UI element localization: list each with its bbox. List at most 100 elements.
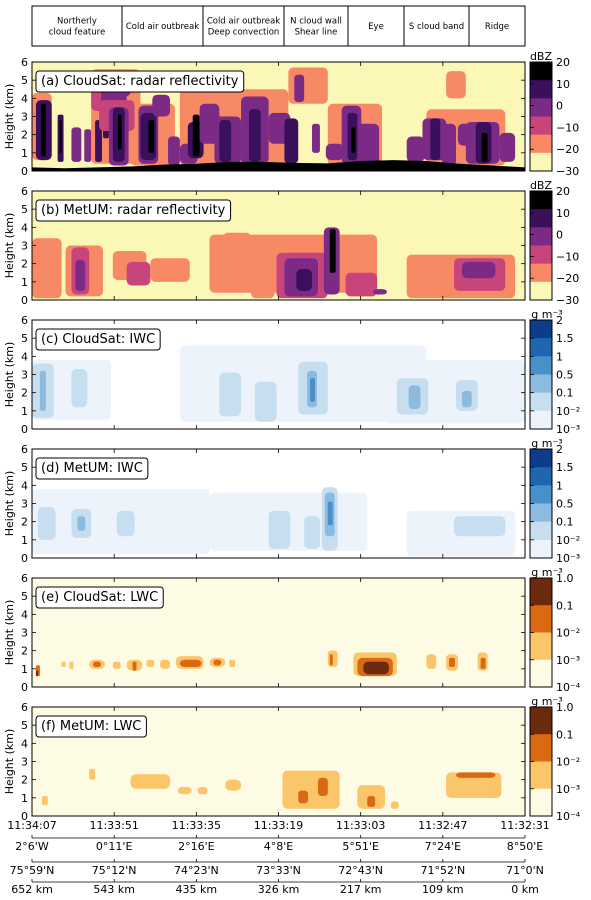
colorbar-swatch: [530, 152, 552, 172]
colorbar: 20 10 0 −10 −20 −30 dBZ: [529, 50, 579, 178]
colorbar-label: 10⁻²: [556, 627, 580, 640]
data-cell: [449, 657, 455, 668]
chart-panel: 0 1 2 3 4 5 6 Height (km) (f) MetUM: LWC 1.0 0.1 10…: [3, 695, 581, 823]
y-tick-label: 4: [21, 608, 28, 621]
colorbar-swatch: [530, 227, 552, 246]
surface-clutter: [32, 160, 525, 171]
x-tick-label: 5°51'E: [342, 840, 379, 853]
data-cell: [112, 661, 121, 669]
data-cell: [126, 261, 151, 286]
colorbar-swatch: [530, 134, 552, 154]
data-cell: [499, 132, 516, 162]
data-cell: [132, 661, 137, 671]
x-tick-label: 11:33:19: [254, 819, 303, 832]
colorbar-label: 2: [556, 443, 563, 456]
data-cell: [130, 774, 171, 789]
data-cell: [446, 772, 502, 798]
data-cell: [146, 659, 155, 668]
colorbar-swatch: [530, 521, 552, 541]
colorbar-label: 10⁻³: [556, 783, 580, 796]
data-cell: [390, 801, 399, 809]
x-tick-label: 11:34:07: [7, 819, 56, 832]
colorbar-label: 0.1: [556, 387, 574, 400]
y-tick-label: 5: [21, 590, 28, 603]
data-cell: [39, 370, 46, 411]
colorbar-label: 0.5: [556, 369, 574, 382]
data-cell: [487, 786, 500, 798]
data-cell: [219, 120, 232, 162]
header-feature-label: Cold air outbreak: [207, 17, 280, 27]
colorbar-label: 10⁻²: [556, 756, 580, 769]
data-cell: [310, 378, 315, 402]
panel-title-box: [35, 199, 232, 222]
y-tick-label: 6: [21, 314, 28, 327]
colorbar-label: 1.0: [556, 572, 574, 585]
y-axis-label: Height (km): [3, 600, 16, 666]
x-tick-label: 8°50'E: [507, 840, 544, 853]
data-cell: [317, 777, 328, 797]
x-tick-label: 71°0'N: [506, 864, 544, 877]
chart-panel: 0 1 2 3 4 5 6 Height (km) (c) CloudSat: IWC 2 1.5 1…: [3, 308, 580, 436]
y-tick-label: 6: [21, 185, 28, 198]
data-cell: [406, 136, 425, 162]
data-cell: [160, 659, 171, 669]
colorbar-label: 10⁻²: [556, 405, 580, 418]
panel-title: (b) MetUM: radar reflectivity: [41, 203, 226, 218]
colorbar-label: 0: [556, 229, 563, 242]
y-tick-label: 6: [21, 572, 28, 585]
panel-title-box: [35, 457, 149, 480]
colorbar-swatch: [530, 467, 552, 486]
data-cell: [59, 120, 62, 153]
y-tick-label: 2: [21, 258, 28, 271]
y-tick-label: 4: [21, 350, 28, 363]
data-cell: [219, 372, 242, 417]
data-cell: [225, 779, 242, 791]
colorbar-frame: [529, 190, 553, 301]
colorbar-label: 10⁻³: [556, 423, 580, 436]
colorbar-swatch: [530, 374, 552, 394]
data-cell: [41, 796, 48, 806]
colorbar-label: 10⁻³: [556, 654, 580, 667]
colorbar-label: 0.1: [556, 516, 574, 529]
colorbar-unit: dBZ: [530, 179, 553, 192]
data-cell: [367, 796, 376, 807]
data-cell: [442, 123, 456, 166]
x-tick-label: 11:32:31: [500, 819, 549, 832]
colorbar-swatch: [530, 338, 552, 357]
colorbar-swatch: [530, 449, 552, 468]
colorbar-swatch: [530, 734, 552, 762]
header-feature-label: Cold air outbreak: [126, 22, 199, 32]
plot-area: [32, 487, 516, 557]
data-cell: [481, 132, 488, 162]
colorbar-swatch: [530, 80, 552, 99]
data-cell: [84, 129, 92, 162]
x-tick-label: 73°33'N: [256, 864, 301, 877]
data-cell: [296, 269, 313, 291]
colorbar-label: 0.1: [556, 599, 574, 612]
header-feature-label: cloud feature: [49, 28, 105, 38]
data-cell: [229, 659, 236, 668]
data-cell: [329, 654, 333, 666]
colorbar: 1.0 0.1 10⁻² 10⁻³ 10⁻⁴ g m⁻³: [529, 695, 581, 823]
x-axis-labels: 11:34:07 11:33:51 11:33:35 11:33:19 11:33:03…: [7, 819, 549, 896]
data-cell: [168, 136, 180, 166]
colorbar-label: 20: [556, 56, 570, 69]
colorbar-swatch: [530, 503, 552, 523]
chart-panel: 0 1 2 3 4 5 6 Height (km) (b) MetUM: radar refle…: [3, 179, 579, 307]
colorbar-swatch: [530, 209, 552, 228]
data-cell: [152, 94, 171, 117]
colorbar-label: 10⁻⁴: [556, 681, 581, 694]
colorbar-swatch: [530, 539, 552, 559]
y-tick-label: 1: [21, 792, 28, 805]
x-tick-label: 72°43'N: [338, 864, 383, 877]
colorbar-swatch: [530, 761, 552, 790]
colorbar-swatch: [530, 245, 552, 265]
colorbar-label: −20: [556, 272, 579, 285]
x-tick-label: 11:33:51: [89, 819, 138, 832]
data-cell: [213, 659, 222, 666]
colorbar-label: 0: [556, 100, 563, 113]
data-cell: [61, 661, 66, 668]
y-tick-label: 3: [21, 498, 28, 511]
y-axis-label: Height (km): [3, 342, 16, 408]
colorbar-label: 1.0: [556, 701, 574, 714]
